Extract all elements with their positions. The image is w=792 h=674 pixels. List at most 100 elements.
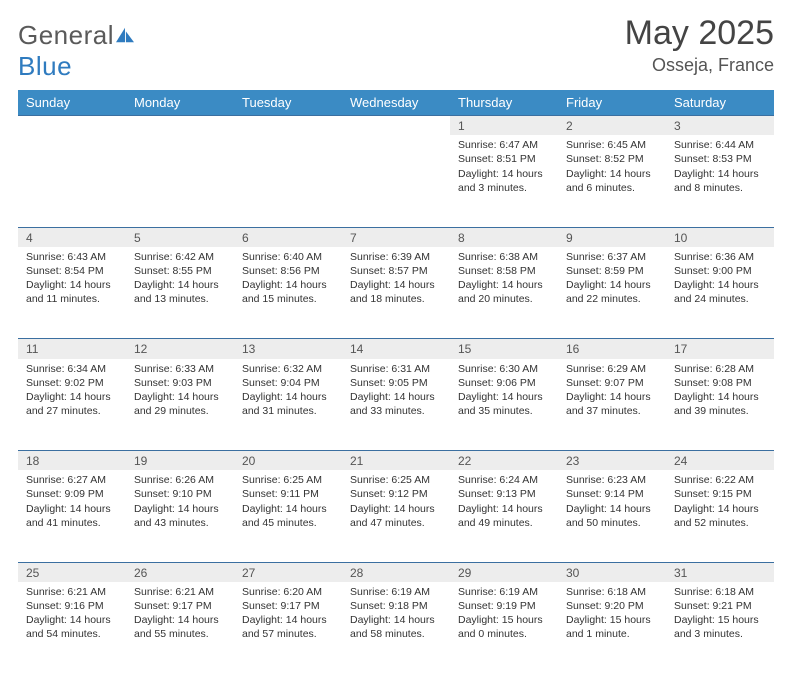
sunrise-text: Sunrise: 6:32 AM — [242, 362, 334, 376]
header: General Blue May 2025 Osseja, France — [18, 14, 774, 82]
weekday-header: Monday — [126, 90, 234, 116]
sunrise-text: Sunrise: 6:21 AM — [26, 585, 118, 599]
sunrise-text: Sunrise: 6:19 AM — [458, 585, 550, 599]
day-number-cell — [234, 116, 342, 136]
day-number-cell: 5 — [126, 227, 234, 247]
daylight-text: Daylight: 14 hours and 27 minutes. — [26, 390, 118, 418]
day-number-cell — [18, 116, 126, 136]
day-number-cell: 21 — [342, 451, 450, 471]
sunrise-text: Sunrise: 6:27 AM — [26, 473, 118, 487]
sunrise-text: Sunrise: 6:22 AM — [674, 473, 766, 487]
day-detail-cell: Sunrise: 6:36 AMSunset: 9:00 PMDaylight:… — [666, 247, 774, 339]
sunset-text: Sunset: 9:03 PM — [134, 376, 226, 390]
sunset-text: Sunset: 8:58 PM — [458, 264, 550, 278]
sunrise-text: Sunrise: 6:23 AM — [566, 473, 658, 487]
day-number-cell: 28 — [342, 562, 450, 582]
detail-row: Sunrise: 6:34 AMSunset: 9:02 PMDaylight:… — [18, 359, 774, 451]
sunrise-text: Sunrise: 6:20 AM — [242, 585, 334, 599]
sunset-text: Sunset: 9:19 PM — [458, 599, 550, 613]
day-detail-cell: Sunrise: 6:34 AMSunset: 9:02 PMDaylight:… — [18, 359, 126, 451]
daynum-row: 45678910 — [18, 227, 774, 247]
location: Osseja, France — [625, 55, 774, 76]
daylight-text: Daylight: 14 hours and 55 minutes. — [134, 613, 226, 641]
daylight-text: Daylight: 15 hours and 1 minute. — [566, 613, 658, 641]
sunrise-text: Sunrise: 6:25 AM — [350, 473, 442, 487]
day-detail-cell: Sunrise: 6:43 AMSunset: 8:54 PMDaylight:… — [18, 247, 126, 339]
sunrise-text: Sunrise: 6:29 AM — [566, 362, 658, 376]
sunrise-text: Sunrise: 6:26 AM — [134, 473, 226, 487]
sunset-text: Sunset: 8:57 PM — [350, 264, 442, 278]
weekday-header: Wednesday — [342, 90, 450, 116]
detail-row: Sunrise: 6:21 AMSunset: 9:16 PM Daylight:… — [18, 582, 774, 674]
logo-text: General Blue — [18, 20, 136, 82]
month-title: May 2025 — [625, 14, 774, 53]
daynum-row: 18192021222324 — [18, 451, 774, 471]
sunrise-text: Sunrise: 6:42 AM — [134, 250, 226, 264]
sunset-text: Sunset: 9:09 PM — [26, 487, 118, 501]
sunrise-text: Sunrise: 6:43 AM — [26, 250, 118, 264]
day-number-cell: 12 — [126, 339, 234, 359]
day-detail-cell: Sunrise: 6:22 AMSunset: 9:15 PMDaylight:… — [666, 470, 774, 562]
weekday-header: Sunday — [18, 90, 126, 116]
daylight-text: Daylight: 14 hours and 47 minutes. — [350, 502, 442, 530]
sunset-text: Sunset: 9:16 PM — [26, 599, 118, 613]
daylight-text: Daylight: 14 hours and 57 minutes. — [242, 613, 334, 641]
sunset-text: Sunset: 8:53 PM — [674, 152, 766, 166]
day-detail-cell — [126, 135, 234, 227]
day-detail-cell: Sunrise: 6:23 AMSunset: 9:14 PMDaylight:… — [558, 470, 666, 562]
daylight-text: Daylight: 14 hours and 39 minutes. — [674, 390, 766, 418]
daylight-text: Daylight: 14 hours and 18 minutes. — [350, 278, 442, 306]
daynum-row: 11121314151617 — [18, 339, 774, 359]
day-detail-cell: Sunrise: 6:21 AMSunset: 9:16 PMDaylight:… — [18, 582, 126, 674]
day-number-cell: 7 — [342, 227, 450, 247]
day-number-cell — [342, 116, 450, 136]
day-detail-cell: Sunrise: 6:47 AMSunset: 8:51 PMDaylight:… — [450, 135, 558, 227]
sunrise-text: Sunrise: 6:18 AM — [674, 585, 766, 599]
detail-row: Sunrise: 6:47 AMSunset: 8:51 PMDaylight:… — [18, 135, 774, 227]
calendar-table: Sunday Monday Tuesday Wednesday Thursday… — [18, 90, 774, 674]
sunset-text: Sunset: 9:17 PM — [134, 599, 226, 613]
day-number-cell: 6 — [234, 227, 342, 247]
sunrise-text: Sunrise: 6:18 AM — [566, 585, 658, 599]
daylight-text: Daylight: 14 hours and 49 minutes. — [458, 502, 550, 530]
title-block: May 2025 Osseja, France — [625, 14, 774, 76]
sunrise-text: Sunrise: 6:47 AM — [458, 138, 550, 152]
daylight-text: Daylight: 15 hours and 0 minutes. — [458, 613, 550, 641]
daylight-text: Daylight: 14 hours and 35 minutes. — [458, 390, 550, 418]
day-detail-cell — [342, 135, 450, 227]
day-detail-cell: Sunrise: 6:25 AMSunset: 9:12 PMDaylight:… — [342, 470, 450, 562]
daylight-text: Daylight: 14 hours and 31 minutes. — [242, 390, 334, 418]
day-detail-cell: Sunrise: 6:44 AMSunset: 8:53 PMDaylight:… — [666, 135, 774, 227]
day-number-cell: 8 — [450, 227, 558, 247]
day-number-cell: 25 — [18, 562, 126, 582]
daylight-text: Daylight: 14 hours and 43 minutes. — [134, 502, 226, 530]
day-detail-cell: Sunrise: 6:39 AMSunset: 8:57 PMDaylight:… — [342, 247, 450, 339]
day-number-cell: 18 — [18, 451, 126, 471]
logo-word2: Blue — [18, 51, 72, 81]
sunset-text: Sunset: 9:07 PM — [566, 376, 658, 390]
sunrise-text: Sunrise: 6:36 AM — [674, 250, 766, 264]
sunrise-text: Sunrise: 6:45 AM — [566, 138, 658, 152]
daylight-text: Daylight: 14 hours and 8 minutes. — [674, 167, 766, 195]
sunset-text: Sunset: 9:17 PM — [242, 599, 334, 613]
daylight-text: Daylight: 14 hours and 3 minutes. — [458, 167, 550, 195]
day-detail-cell: Sunrise: 6:25 AMSunset: 9:11 PMDaylight:… — [234, 470, 342, 562]
day-number-cell: 4 — [18, 227, 126, 247]
daynum-row: 123 — [18, 116, 774, 136]
sunset-text: Sunset: 8:56 PM — [242, 264, 334, 278]
sunrise-text: Sunrise: 6:34 AM — [26, 362, 118, 376]
logo-sail-icon — [114, 26, 136, 44]
day-number-cell: 10 — [666, 227, 774, 247]
sunrise-text: Sunrise: 6:38 AM — [458, 250, 550, 264]
day-detail-cell: Sunrise: 6:26 AMSunset: 9:10 PMDaylight:… — [126, 470, 234, 562]
day-number-cell — [126, 116, 234, 136]
day-detail-cell: Sunrise: 6:45 AMSunset: 8:52 PMDaylight:… — [558, 135, 666, 227]
day-detail-cell: Sunrise: 6:27 AMSunset: 9:09 PMDaylight:… — [18, 470, 126, 562]
detail-row: Sunrise: 6:43 AMSunset: 8:54 PMDaylight:… — [18, 247, 774, 339]
sunrise-text: Sunrise: 6:39 AM — [350, 250, 442, 264]
daynum-row: 25262728293031 — [18, 562, 774, 582]
sunset-text: Sunset: 9:02 PM — [26, 376, 118, 390]
sunset-text: Sunset: 9:18 PM — [350, 599, 442, 613]
day-detail-cell: Sunrise: 6:19 AMSunset: 9:19 PMDaylight:… — [450, 582, 558, 674]
day-detail-cell: Sunrise: 6:38 AMSunset: 8:58 PMDaylight:… — [450, 247, 558, 339]
